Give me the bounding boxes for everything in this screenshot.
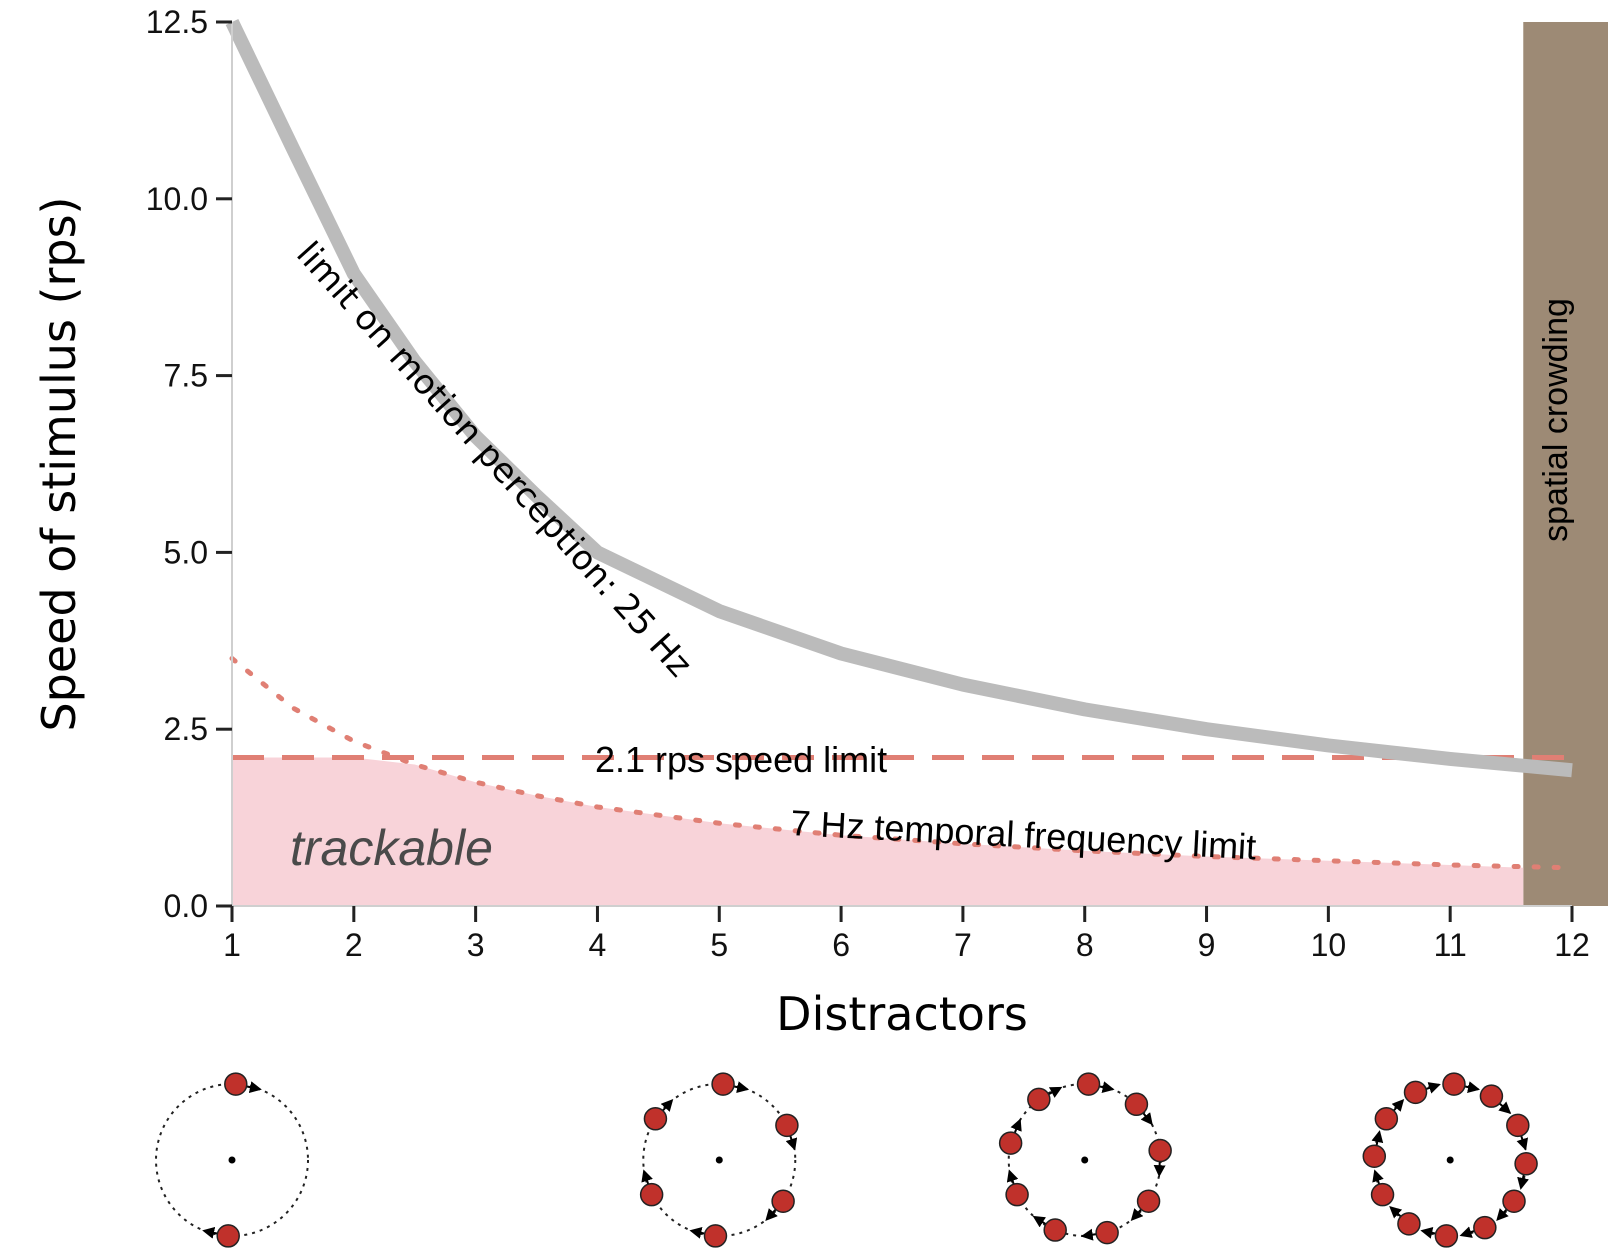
- stimulus-dot: [1403, 1080, 1428, 1105]
- x-tick-label: 4: [589, 927, 607, 963]
- stimulus-dot: [1043, 1218, 1067, 1242]
- y-axis-title: Speed of stimulus (rps): [32, 196, 86, 731]
- stimulus-examples: [155, 1072, 1538, 1248]
- stimulus-dot: [1434, 1224, 1459, 1248]
- stimulus-dot: [643, 1107, 668, 1131]
- stimulus-dot: [1095, 1220, 1119, 1245]
- y-tick-label: 10.0: [146, 181, 208, 217]
- trackable-region: [232, 757, 1524, 906]
- stimulus-dot: [1514, 1152, 1538, 1176]
- y-tick-label: 7.5: [164, 358, 208, 394]
- x-tick-label: 3: [467, 927, 485, 963]
- fixation-dot: [715, 1156, 723, 1164]
- stimulus-track: [155, 1083, 309, 1237]
- stimulus-dot: [1136, 1189, 1161, 1213]
- stimulus-example: [639, 1072, 799, 1248]
- x-tick-label: 5: [710, 927, 728, 963]
- x-tick-label: 12: [1554, 927, 1590, 963]
- fixation-dot: [228, 1156, 236, 1164]
- annotations: trackable spatial crowding 2.1 rps speed…: [288, 234, 1575, 876]
- stimulus-dot: [224, 1072, 248, 1096]
- x-tick-label: 6: [832, 927, 850, 963]
- trackable-area: [232, 757, 1524, 906]
- y-tick-label: 5.0: [164, 534, 208, 570]
- stimulus-dot: [1027, 1087, 1051, 1112]
- x-axis-title: Distractors: [776, 987, 1028, 1041]
- stimulus-dot: [703, 1224, 728, 1248]
- stimulus-dot: [1362, 1144, 1387, 1168]
- motion-limit-label: limit on motion perception: 25 Hz: [288, 234, 699, 685]
- stimulus-dot: [216, 1224, 240, 1248]
- stimulus-dot: [1397, 1212, 1421, 1236]
- y-tick-label: 12.5: [146, 4, 208, 40]
- stimulus-dot: [998, 1131, 1023, 1155]
- stimulus-dot: [1076, 1072, 1101, 1096]
- stimulus-dot: [1005, 1182, 1029, 1207]
- stimulus-dot: [775, 1113, 799, 1138]
- stimulus-dot: [1473, 1215, 1497, 1240]
- x-tick-label: 1: [223, 927, 241, 963]
- axes: 0.02.55.07.510.012.51 2 3 4 5 6 7 8 9 10 11 12Distr…: [32, 4, 1590, 1041]
- stimulus-dot: [1442, 1072, 1466, 1096]
- speed-limit-label: 2.1 rps speed limit: [595, 739, 887, 780]
- stimulus-dot: [639, 1182, 664, 1207]
- stimulus-dot: [1502, 1189, 1526, 1213]
- stimulus-dot: [1370, 1182, 1395, 1207]
- stimulus-dot: [1479, 1084, 1504, 1108]
- stimulus-track: [642, 1083, 797, 1237]
- y-tick-label: 2.5: [164, 711, 208, 747]
- x-tick-label: 11: [1434, 927, 1467, 963]
- fixation-dot: [1446, 1156, 1454, 1164]
- x-tick-label: 7: [954, 927, 972, 963]
- stimulus-dot: [771, 1189, 795, 1213]
- series-layer: [225, 18, 1575, 871]
- motion-limit-line: [225, 18, 1573, 778]
- fixation-dot: [1081, 1156, 1089, 1164]
- x-tick-label: 9: [1198, 927, 1216, 963]
- x-tick-label: 10: [1311, 927, 1347, 963]
- x-tick-label: 8: [1076, 927, 1094, 963]
- stimulus-dot: [1148, 1138, 1172, 1163]
- crowding-label: spatial crowding: [1537, 298, 1575, 542]
- stimulus-example: [998, 1072, 1172, 1245]
- tf-limit-line: [229, 655, 1575, 871]
- stimulus-dot: [1374, 1107, 1399, 1131]
- x-tick-label: 2: [345, 927, 363, 963]
- stimulus-example: [1362, 1072, 1538, 1248]
- stimulus-dot: [711, 1072, 735, 1096]
- trackable-label: trackable: [290, 820, 493, 876]
- stimulus-example: [155, 1072, 309, 1248]
- stimulus-dot: [1124, 1092, 1149, 1117]
- y-tick-label: 0.0: [164, 888, 208, 924]
- stimulus-dot: [1506, 1113, 1530, 1138]
